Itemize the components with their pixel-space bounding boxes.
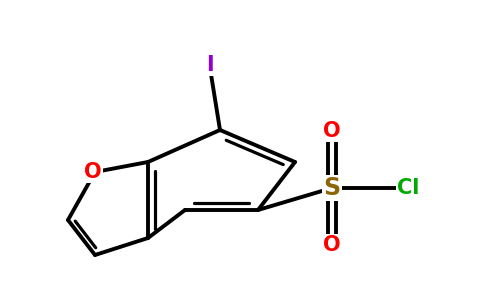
Text: O: O: [323, 121, 341, 141]
Text: I: I: [206, 55, 214, 75]
Text: O: O: [84, 162, 102, 182]
Text: S: S: [323, 176, 341, 200]
Text: Cl: Cl: [397, 178, 419, 198]
Text: O: O: [323, 235, 341, 255]
